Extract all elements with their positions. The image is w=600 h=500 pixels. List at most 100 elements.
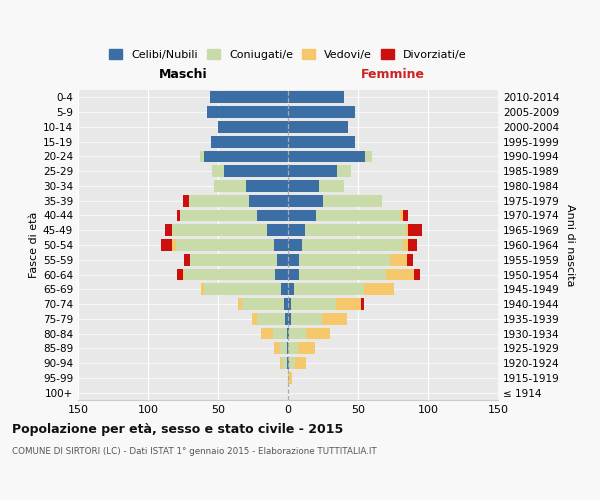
Bar [288, 298, 291, 310]
Bar [267, 224, 288, 236]
Y-axis label: Fasce di età: Fasce di età [29, 212, 39, 278]
Bar [298, 342, 314, 354]
Bar [178, 268, 183, 280]
Bar [176, 239, 274, 251]
Bar [361, 298, 364, 310]
Bar [184, 268, 275, 280]
Bar [403, 210, 409, 222]
Bar [305, 224, 406, 236]
Bar [288, 150, 365, 162]
Bar [406, 224, 409, 236]
Bar [295, 357, 306, 369]
Bar [289, 357, 295, 369]
Bar [299, 254, 390, 266]
Bar [251, 313, 257, 324]
Legend: Celibi/Nubili, Coniugati/e, Vedovi/e, Divorziati/e: Celibi/Nubili, Coniugati/e, Vedovi/e, Di… [109, 49, 467, 60]
Bar [281, 284, 288, 295]
Bar [288, 224, 305, 236]
Bar [288, 136, 355, 147]
Bar [288, 92, 344, 104]
Bar [188, 195, 249, 206]
Bar [161, 239, 172, 251]
Bar [306, 328, 330, 340]
Bar [289, 328, 306, 340]
Bar [288, 106, 355, 118]
Bar [165, 224, 172, 236]
Bar [288, 254, 299, 266]
Bar [316, 210, 400, 222]
Bar [319, 180, 344, 192]
Bar [214, 180, 246, 192]
Bar [224, 166, 288, 177]
Bar [337, 166, 351, 177]
Bar [277, 254, 288, 266]
Bar [200, 150, 204, 162]
Text: Popolazione per età, sesso e stato civile - 2015: Popolazione per età, sesso e stato civil… [12, 422, 343, 436]
Bar [246, 180, 288, 192]
Bar [288, 239, 302, 251]
Bar [302, 239, 403, 251]
Bar [288, 166, 337, 177]
Bar [204, 284, 281, 295]
Bar [172, 224, 267, 236]
Bar [283, 357, 287, 369]
Bar [365, 150, 372, 162]
Bar [212, 166, 224, 177]
Bar [183, 195, 188, 206]
Bar [183, 268, 184, 280]
Bar [201, 284, 204, 295]
Bar [291, 313, 322, 324]
Bar [299, 268, 386, 280]
Bar [288, 268, 299, 280]
Bar [285, 313, 288, 324]
Bar [386, 268, 414, 280]
Bar [275, 268, 288, 280]
Bar [364, 284, 394, 295]
Bar [407, 254, 413, 266]
Bar [289, 372, 292, 384]
Text: Femmine: Femmine [361, 68, 425, 80]
Bar [257, 313, 285, 324]
Bar [178, 210, 180, 222]
Bar [287, 328, 288, 340]
Bar [288, 121, 348, 133]
Bar [207, 106, 288, 118]
Bar [211, 136, 288, 147]
Bar [284, 298, 288, 310]
Text: COMUNE DI SIRTORI (LC) - Dati ISTAT 1° gennaio 2015 - Elaborazione TUTTITALIA.IT: COMUNE DI SIRTORI (LC) - Dati ISTAT 1° g… [12, 448, 377, 456]
Bar [280, 342, 287, 354]
Bar [204, 150, 288, 162]
Bar [209, 92, 288, 104]
Bar [242, 298, 284, 310]
Bar [287, 357, 288, 369]
Bar [288, 357, 289, 369]
Bar [400, 210, 403, 222]
Bar [323, 195, 382, 206]
Bar [280, 357, 283, 369]
Bar [218, 121, 288, 133]
Bar [272, 328, 287, 340]
Bar [335, 298, 361, 310]
Bar [184, 254, 190, 266]
Bar [322, 313, 347, 324]
Bar [249, 195, 288, 206]
Bar [257, 210, 288, 222]
Bar [288, 372, 289, 384]
Bar [274, 239, 288, 251]
Bar [288, 195, 323, 206]
Bar [390, 254, 407, 266]
Bar [288, 284, 293, 295]
Bar [287, 342, 288, 354]
Text: Maschi: Maschi [158, 68, 208, 80]
Bar [288, 210, 316, 222]
Bar [288, 328, 289, 340]
Bar [288, 180, 319, 192]
Bar [238, 298, 242, 310]
Bar [409, 224, 422, 236]
Bar [274, 342, 280, 354]
Bar [180, 210, 257, 222]
Y-axis label: Anni di nascita: Anni di nascita [565, 204, 575, 286]
Bar [190, 254, 277, 266]
Bar [262, 328, 272, 340]
Bar [293, 284, 364, 295]
